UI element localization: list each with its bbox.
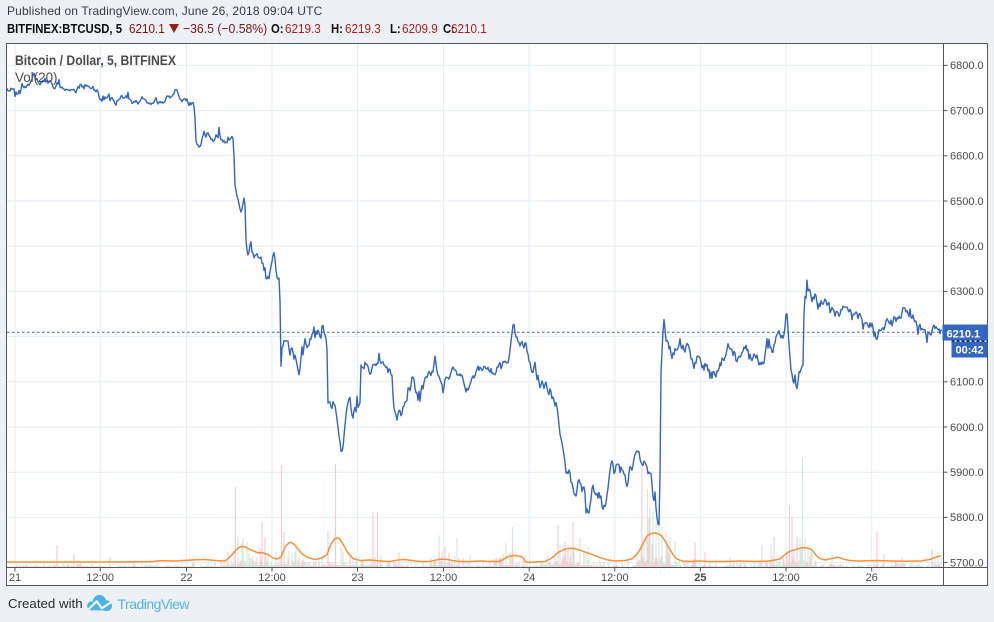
- svg-text:23: 23: [351, 572, 363, 584]
- svg-text:00:42: 00:42: [956, 345, 984, 357]
- svg-text:6300.0: 6300.0: [950, 286, 984, 298]
- svg-text:Bitcoin / Dollar, 5, BITFINEX: Bitcoin / Dollar, 5, BITFINEX: [15, 52, 177, 68]
- svg-text:26: 26: [866, 572, 878, 584]
- svg-text:6100.0: 6100.0: [950, 377, 984, 389]
- svg-text:12:00: 12:00: [258, 572, 286, 584]
- svg-text:12:00: 12:00: [430, 572, 458, 584]
- svg-text:6800.0: 6800.0: [950, 60, 984, 72]
- svg-text:21: 21: [9, 572, 21, 584]
- svg-text:24: 24: [523, 572, 535, 584]
- svg-text:12:00: 12:00: [601, 572, 629, 584]
- svg-text:22: 22: [180, 572, 192, 584]
- svg-text:5700.0: 5700.0: [950, 557, 984, 569]
- svg-text:6600.0: 6600.0: [950, 151, 984, 163]
- svg-text:6400.0: 6400.0: [950, 241, 984, 253]
- svg-text:5800.0: 5800.0: [950, 512, 984, 524]
- svg-text:12:00: 12:00: [86, 572, 114, 584]
- svg-text:5900.0: 5900.0: [950, 467, 984, 479]
- svg-text:6500.0: 6500.0: [950, 196, 984, 208]
- svg-text:25: 25: [694, 572, 706, 584]
- svg-text:12:00: 12:00: [772, 572, 800, 584]
- svg-text:6000.0: 6000.0: [950, 422, 984, 434]
- svg-text:6700.0: 6700.0: [950, 105, 984, 117]
- svg-text:Vol(20): Vol(20): [15, 69, 58, 85]
- svg-text:6210.1: 6210.1: [947, 328, 981, 340]
